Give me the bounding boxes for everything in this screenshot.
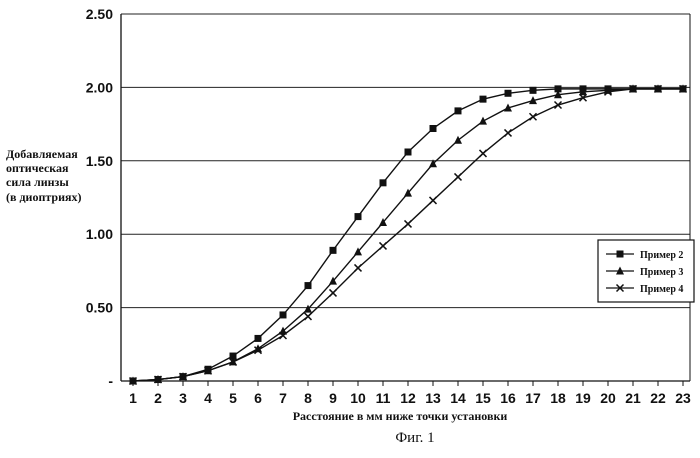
- series-2-point: [380, 179, 387, 186]
- x-tick-label: 17: [525, 390, 541, 406]
- series-2-point: [530, 87, 537, 94]
- x-tick-label: 10: [350, 390, 366, 406]
- y-tick-label: 2.00: [86, 79, 113, 95]
- legend-marker: [617, 251, 624, 258]
- y-axis-label-line-1: Добавляемая: [6, 147, 78, 161]
- x-tick-label: 6: [254, 390, 262, 406]
- legend: Пример 2 Пример 3 Пример 4: [598, 240, 694, 302]
- x-tick-label: 19: [575, 390, 591, 406]
- figure-caption: Фиг. 1: [395, 430, 434, 446]
- x-tick-label: 12: [400, 390, 416, 406]
- legend-label: Пример 2: [640, 250, 683, 261]
- x-tick-label: 13: [425, 390, 441, 406]
- series-2-point: [255, 335, 262, 342]
- series-4-point: [305, 313, 312, 320]
- x-tick-label: 18: [550, 390, 566, 406]
- series-2-point: [330, 247, 337, 254]
- y-tick-label: -: [108, 373, 113, 389]
- y-axis-label-line-4: (в диоптриях): [6, 190, 82, 204]
- series-2-point: [505, 90, 512, 97]
- x-tick-labels: 1234567891011121314151617181920212223: [129, 390, 691, 406]
- series-2-line: [133, 89, 683, 381]
- x-tick-label: 16: [500, 390, 516, 406]
- series-2-point: [405, 148, 412, 155]
- x-tick-label: 23: [675, 390, 691, 406]
- x-tick-label: 5: [229, 390, 237, 406]
- x-tick-label: 2: [154, 390, 162, 406]
- x-tick-label: 3: [179, 390, 187, 406]
- y-tick-labels: - 0.50 1.00 1.50 2.00 2.50: [86, 6, 114, 389]
- legend-label: Пример 3: [640, 267, 683, 278]
- series-4-point: [405, 220, 412, 227]
- legend-label: Пример 4: [640, 284, 683, 295]
- series-4-point: [430, 197, 437, 204]
- series-4-point: [455, 173, 462, 180]
- x-tick-label: 8: [304, 390, 312, 406]
- x-axis-label: Расстояние в мм ниже точки установки: [293, 409, 508, 423]
- y-axis-label-line-3: сила линзы: [6, 175, 69, 189]
- series-2-point: [430, 125, 437, 132]
- series-4-point: [505, 129, 512, 136]
- x-tick-label: 14: [450, 390, 466, 406]
- x-tick-label: 21: [625, 390, 641, 406]
- x-tick-label: 11: [376, 390, 391, 406]
- series-2-point: [480, 96, 487, 103]
- y-axis-label-line-2: оптическая: [6, 161, 69, 175]
- series-3-point: [454, 136, 462, 144]
- y-tick-label: 0.50: [86, 300, 113, 316]
- y-tick-label: 1.50: [86, 153, 113, 169]
- axes: [121, 14, 690, 386]
- series-4-point: [380, 242, 387, 249]
- series-3-point: [479, 117, 487, 125]
- x-tick-label: 20: [600, 390, 616, 406]
- series-2-point: [305, 282, 312, 289]
- series-4-line: [133, 89, 683, 381]
- series-3-line: [133, 89, 683, 381]
- y-tick-label: 1.00: [86, 226, 113, 242]
- series-2-point: [455, 107, 462, 114]
- series-4-point: [480, 150, 487, 157]
- x-tick-label: 7: [279, 390, 287, 406]
- x-tick-label: 22: [650, 390, 666, 406]
- x-tick-label: 15: [475, 390, 491, 406]
- series-2-point: [355, 213, 362, 220]
- y-tick-label: 2.50: [86, 6, 113, 22]
- series-4-point: [355, 264, 362, 271]
- series-2-point: [280, 311, 287, 318]
- x-tick-label: 4: [204, 390, 212, 406]
- series-4-point: [330, 289, 337, 296]
- x-tick-label: 1: [129, 390, 137, 406]
- x-tick-label: 9: [329, 390, 337, 406]
- series-4-point: [530, 113, 537, 120]
